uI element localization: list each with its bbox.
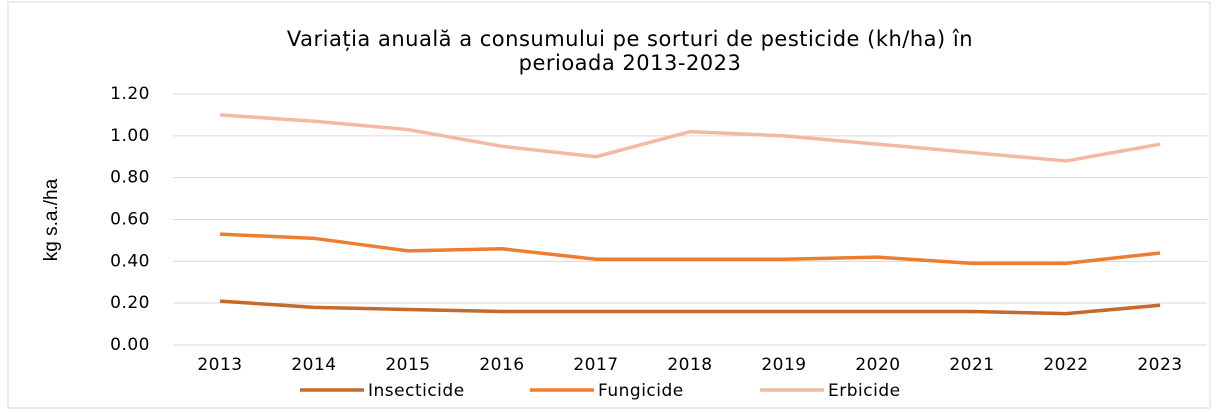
x-tick-label: 2016 [479, 355, 524, 375]
x-tick-label: 2019 [761, 355, 806, 375]
x-tick-label: 2015 [385, 355, 430, 375]
x-tick-label: 2022 [1043, 355, 1088, 375]
y-tick-label: 0.20 [110, 293, 150, 313]
series-line [219, 232, 1161, 266]
y-tick-label: 1.20 [110, 84, 150, 104]
x-tick-label: 2017 [573, 355, 618, 375]
legend-label: Insecticide [368, 381, 465, 401]
chart-title: Variația anuală a consumului pe sorturi … [287, 27, 973, 51]
series-line [219, 113, 1161, 163]
y-tick-label: 0.60 [110, 210, 150, 230]
x-tick-label: 2013 [197, 355, 242, 375]
chart-frame [7, 1, 1211, 409]
x-tick-label: 2023 [1137, 355, 1182, 375]
y-tick-label: 0.80 [110, 168, 150, 188]
y-axis-label: kg s.a./ha [41, 178, 62, 261]
legend-label: Erbicide [828, 381, 901, 401]
chart-title: perioada 2013-2023 [519, 51, 742, 75]
series-line [219, 299, 1161, 316]
x-tick-label: 2021 [949, 355, 994, 375]
x-tick-label: 2020 [855, 355, 900, 375]
x-tick-label: 2014 [291, 355, 336, 375]
y-tick-label: 0.40 [110, 251, 150, 271]
legend-label: Fungicide [598, 381, 684, 401]
y-tick-label: 1.00 [110, 126, 150, 146]
x-tick-label: 2018 [667, 355, 712, 375]
y-tick-label: 0.00 [110, 335, 150, 355]
